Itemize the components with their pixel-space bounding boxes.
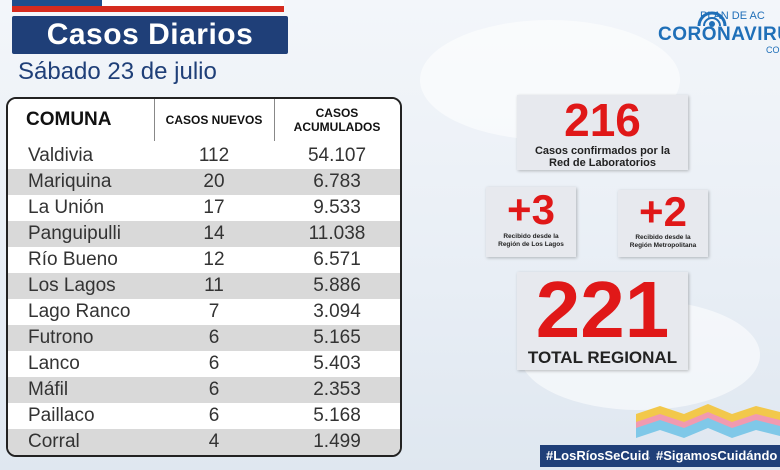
comuna-cell: Lago Ranco [28, 301, 131, 322]
los-lagos-label-1: Recibido desde la [503, 233, 559, 240]
comuna-cell: Río Bueno [28, 249, 118, 270]
table-row: Futrono 6 5.165 [8, 325, 400, 351]
table-header: COMUNA CASOS NUEVOS CASOS ACUMULADOS [8, 99, 400, 141]
casos-nuevos-cell: 6 [208, 379, 220, 400]
total-regional-label: TOTAL REGIONAL [527, 348, 678, 367]
casos-nuevos-cell: 11 [204, 275, 224, 296]
logo-sub-text: CO [766, 45, 780, 55]
header-comuna: COMUNA [26, 109, 112, 130]
table-row: Río Bueno 12 6.571 [8, 247, 400, 273]
casos-nuevos-cell: 7 [208, 301, 220, 322]
casos-nuevos-cell: 12 [203, 249, 225, 270]
lab-cases-label-1: Casos confirmados por la [534, 145, 671, 157]
lab-cases-box: 216 Casos confirmados por la Red de Labo… [517, 95, 688, 170]
metropolitana-label-1: Recibido desde la [635, 234, 691, 241]
table-row: Mariquina 20 6.783 [8, 169, 400, 195]
los-lagos-box: +3 Recibido desde la Región de Los Lagos [486, 187, 576, 257]
total-regional-value: 221 [535, 265, 670, 354]
casos-acumulados-cell: 5.403 [313, 353, 361, 374]
casos-acumulados-cell: 2.353 [313, 379, 361, 400]
casos-acumulados-cell: 5.168 [313, 405, 361, 426]
logo-main-text: CORONAVIRU [658, 24, 780, 45]
table-row: Valdivia 112 54.107 [8, 143, 400, 169]
comuna-cell: Paillaco [28, 405, 95, 426]
comuna-cell: Los Lagos [28, 275, 116, 296]
table-row: Máfil 6 2.353 [8, 377, 400, 403]
casos-acumulados-cell: 6.571 [313, 249, 361, 270]
comuna-cell: La Unión [28, 197, 105, 218]
casos-nuevos-cell: 112 [198, 145, 230, 166]
metropolitana-label-2: Región Metropolitana [629, 242, 697, 249]
casos-nuevos-cell: 20 [203, 171, 225, 192]
lab-cases-value: 216 [564, 94, 641, 146]
casos-nuevos-cell: 6 [208, 327, 220, 348]
casos-acumulados-cell: 11.038 [308, 223, 366, 244]
casos-acumulados-cell: 5.886 [313, 275, 361, 296]
casos-acumulados-cell: 5.165 [313, 327, 361, 348]
casos-nuevos-cell: 14 [203, 223, 225, 244]
table-row: Lago Ranco 7 3.094 [8, 299, 400, 325]
comuna-cell: Futrono [28, 327, 94, 348]
comuna-cell: Máfil [28, 379, 69, 400]
table-row: La Unión 17 9.533 [8, 195, 400, 221]
hashtag-los-rios: #LosRíosSeCuida [540, 445, 663, 467]
logo-plan-text: PLAN DE AC [700, 10, 765, 22]
table-row: Corral 4 1.499 [8, 429, 400, 455]
metropolitana-box: +2 Recibido desde la Región Metropolitan… [618, 190, 708, 257]
hashtag-sigamos: #SigamosCuidándo [650, 445, 780, 467]
los-lagos-value: +3 [507, 186, 555, 233]
casos-acumulados-cell: 3.094 [313, 301, 361, 322]
casos-nuevos-cell: 4 [208, 431, 220, 452]
comuna-cell: Valdivia [28, 145, 94, 166]
metropolitana-value: +2 [639, 188, 687, 235]
date-subtitle: Sábado 23 de julio [18, 58, 217, 85]
decorative-waves [636, 404, 780, 438]
casos-nuevos-cell: 6 [208, 405, 220, 426]
casos-acumulados-cell: 9.533 [313, 197, 361, 218]
table-row: Lanco 6 5.403 [8, 351, 400, 377]
table-body: Valdivia 112 54.107 Mariquina 20 6.783 La Unió… [8, 143, 400, 455]
casos-acumulados-cell: 54.107 [307, 145, 367, 166]
comuna-cell: Lanco [28, 353, 80, 374]
total-regional-box: 221 TOTAL REGIONAL [517, 265, 688, 370]
table-row: Los Lagos 11 5.886 [8, 273, 400, 299]
casos-acumulados-cell: 1.499 [313, 431, 361, 452]
page-title: Casos Diarios [12, 16, 288, 54]
table-row: Paillaco 6 5.168 [8, 403, 400, 429]
government-emblem-icon [697, 11, 727, 27]
header-casos-acumulados-line2: ACUMULADOS [293, 120, 381, 134]
flag-stripe [12, 0, 284, 12]
casos-acumulados-cell: 6.783 [313, 171, 361, 192]
comuna-cell: Corral [28, 431, 80, 452]
header-casos-nuevos: CASOS NUEVOS [165, 113, 263, 127]
lab-cases-label-2: Red de Laboratorios [549, 157, 656, 169]
header-casos-acumulados: CASOS ACUMULADOS [274, 99, 400, 141]
casos-nuevos-cell: 17 [203, 197, 225, 218]
comuna-cell: Mariquina [28, 171, 112, 192]
comuna-cell: Panguipulli [28, 223, 121, 244]
header-casos-acumulados-line1: CASOS [315, 106, 359, 120]
table-row: Panguipulli 14 11.038 [8, 221, 400, 247]
los-lagos-label-2: Región de Los Lagos [498, 241, 564, 248]
cases-table: COMUNA CASOS NUEVOS CASOS ACUMULADOS Vald… [6, 97, 402, 457]
casos-nuevos-cell: 6 [208, 353, 220, 374]
